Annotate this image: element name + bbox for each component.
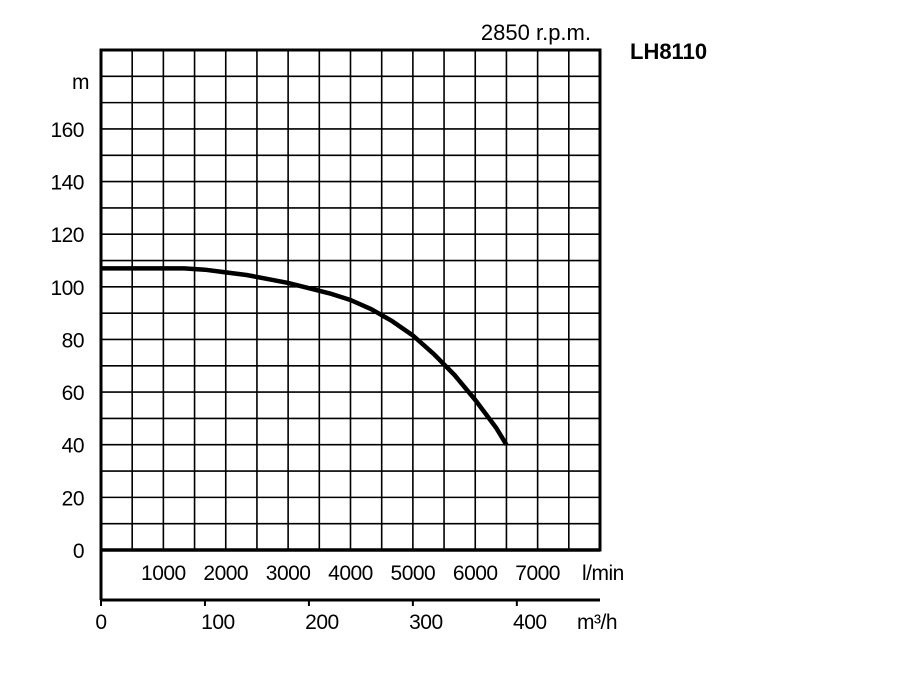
x-tick-label-m3h: 200 (305, 611, 339, 634)
y-tick-label: 160 (50, 119, 84, 142)
y-tick-label: 60 (62, 382, 84, 405)
performance-curve (101, 266, 509, 446)
x-tick-label-lmin: 4000 (328, 562, 373, 585)
y-tick-label: 100 (50, 277, 84, 300)
y-tick-label: 80 (62, 329, 84, 352)
x-axis-unit-lmin: l/min (582, 562, 624, 585)
plot-frame (99, 48, 602, 606)
x-tick-label-m3h: 400 (513, 611, 547, 634)
grid (101, 50, 600, 550)
y-tick-label: 120 (50, 224, 84, 247)
y-tick-label: 40 (62, 435, 84, 458)
y-axis-unit: m (72, 71, 89, 94)
x-tick-label-m3h: 300 (409, 611, 443, 634)
x-tick-label-lmin: 5000 (391, 562, 436, 585)
x-tick-label-lmin: 3000 (266, 562, 311, 585)
x-tick-label-lmin: 6000 (453, 562, 498, 585)
chart-header: 2850 r.p.m. (481, 20, 591, 45)
model-label: LH8110 (630, 39, 707, 64)
curve-layer (101, 266, 509, 446)
x-tick-label-m3h: 100 (201, 611, 235, 634)
y-tick-label: 140 (50, 172, 84, 195)
x-tick-label-m3h: 0 (95, 611, 106, 634)
x-axis-unit-m3h: m³/h (577, 611, 617, 634)
y-tick-label: 20 (62, 487, 84, 510)
x-tick-label-lmin: 1000 (141, 562, 186, 585)
x-tick-label-lmin: 7000 (515, 562, 560, 585)
x-tick-label-lmin: 2000 (203, 562, 248, 585)
y-tick-label: 0 (73, 540, 84, 563)
